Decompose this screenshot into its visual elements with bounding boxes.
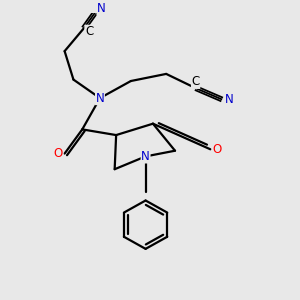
Text: O: O: [212, 143, 221, 156]
Text: O: O: [53, 147, 63, 160]
Text: C: C: [85, 25, 93, 38]
Text: N: N: [97, 2, 106, 15]
Text: N: N: [141, 150, 150, 163]
Text: N: N: [96, 92, 104, 105]
Text: C: C: [191, 75, 200, 88]
Text: N: N: [225, 93, 234, 106]
